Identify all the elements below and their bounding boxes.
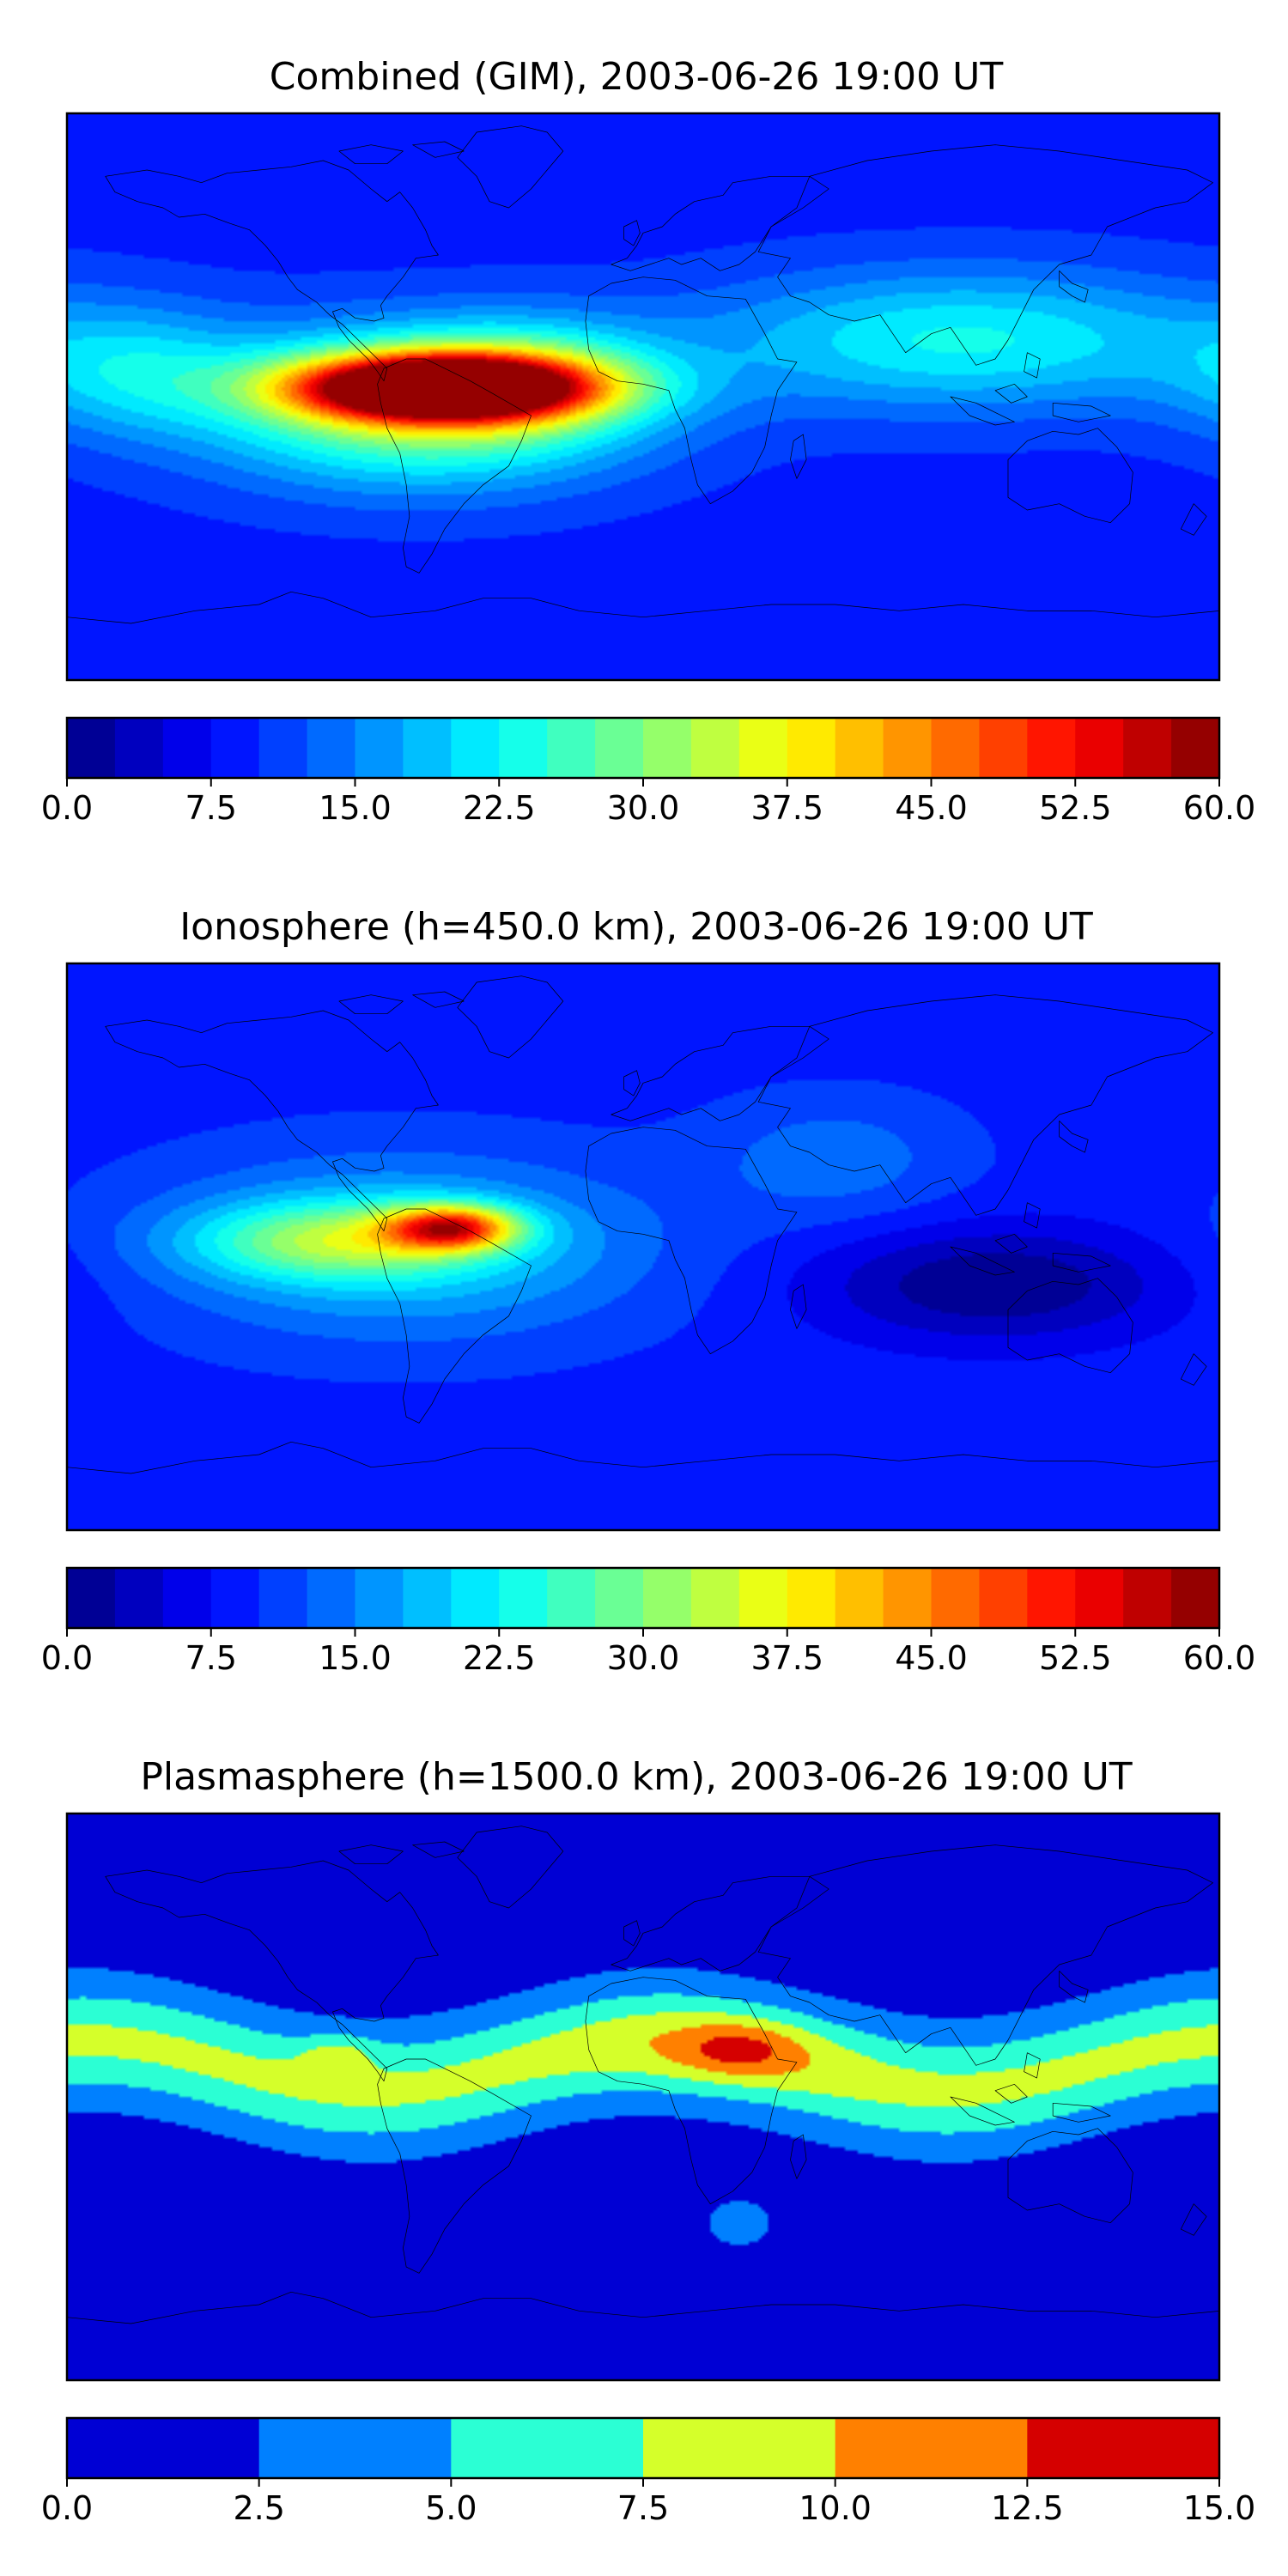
- panel-ionosphere: Ionosphere (h=450.0 km), 2003-06-26 19:0…: [41, 905, 1256, 1677]
- colorbar-tick-label: 45.0: [895, 789, 968, 827]
- colorbar: 0.0 7.5 15.0 22.5 30.0 37.5 45.0 52.5 60.0: [41, 716, 1256, 827]
- colorbar-segment: [787, 1568, 836, 1628]
- colorbar-segment: [499, 1568, 548, 1628]
- colorbar-segment: [643, 2418, 836, 2478]
- colorbar-tick-label: 10.0: [799, 2489, 872, 2527]
- colorbar-tick-label: 22.5: [463, 789, 536, 827]
- colorbar-segment: [738, 1568, 788, 1628]
- heatmap-image: [67, 1814, 1219, 2380]
- colorbar-segment: [931, 1568, 981, 1628]
- colorbar-tick-label: 45.0: [895, 1639, 968, 1677]
- colorbar-segment: [787, 718, 836, 778]
- heatmap-image: [67, 113, 1219, 680]
- colorbar-segment: [1075, 1568, 1124, 1628]
- colorbar-segment: [979, 718, 1028, 778]
- colorbar: 0.0 7.5 15.0 22.5 30.0 37.5 45.0 52.5 60.0: [41, 1566, 1256, 1677]
- colorbar-segment: [258, 1568, 308, 1628]
- colorbar-segment: [979, 1568, 1028, 1628]
- map-frame: [65, 1812, 1221, 2382]
- colorbar-segment: [67, 1568, 116, 1628]
- colorbar-tick-label: 30.0: [607, 1639, 680, 1677]
- colorbar-segment: [258, 2418, 452, 2478]
- colorbar-segment: [355, 718, 404, 778]
- colorbar-segment: [162, 718, 212, 778]
- colorbar-segment: [499, 718, 548, 778]
- colorbar-tick-label: 2.5: [233, 2489, 284, 2527]
- colorbar-segment: [595, 1568, 644, 1628]
- colorbar-segment: [210, 1568, 260, 1628]
- colorbar-segment: [690, 718, 740, 778]
- colorbar-segment: [1123, 1568, 1172, 1628]
- colorbar-segment: [1171, 718, 1220, 778]
- colorbar: 0.0 2.5 5.0 7.5 10.0 12.5 15.0: [41, 2416, 1256, 2527]
- colorbar-segment: [307, 1568, 356, 1628]
- colorbar-segment: [1027, 2418, 1220, 2478]
- map-frame: [65, 112, 1221, 682]
- colorbar-segment: [67, 2418, 260, 2478]
- colorbar-segment: [1171, 1568, 1220, 1628]
- colorbar-segment: [547, 718, 596, 778]
- colorbar-segment: [1075, 718, 1124, 778]
- colorbar-segment: [403, 718, 452, 778]
- colorbar-tick-label: 60.0: [1183, 789, 1256, 827]
- colorbar-tick-label: 0.0: [41, 1639, 93, 1677]
- panel-title: Combined (GIM), 2003-06-26 19:00 UT: [270, 55, 1004, 99]
- colorbar-segment: [883, 1568, 933, 1628]
- panel-combined: Combined (GIM), 2003-06-26 19:00 UT 0.0 7…: [41, 55, 1256, 827]
- colorbar-tick-label: 37.5: [750, 1639, 823, 1677]
- colorbar-tick-label: 7.5: [185, 1639, 237, 1677]
- colorbar-segment: [1027, 1568, 1076, 1628]
- colorbar-tick-label: 0.0: [41, 2489, 93, 2527]
- colorbar-segment: [307, 718, 356, 778]
- colorbar-tick-label: 0.0: [41, 789, 93, 827]
- colorbar-segment: [162, 1568, 212, 1628]
- colorbar-segment: [1027, 718, 1076, 778]
- colorbar-segment: [738, 718, 788, 778]
- colorbar-segment: [835, 2418, 1028, 2478]
- colorbar-tick-label: 52.5: [1039, 789, 1112, 827]
- colorbar-segment: [690, 1568, 740, 1628]
- colorbar-segment: [883, 718, 933, 778]
- colorbar-segment: [835, 1568, 884, 1628]
- panel-title: Plasmasphere (h=1500.0 km), 2003-06-26 1…: [140, 1755, 1132, 1799]
- colorbar-segment: [210, 718, 260, 778]
- colorbar-tick-label: 12.5: [991, 2489, 1064, 2527]
- colorbar-tick-label: 5.0: [425, 2489, 477, 2527]
- colorbar-tick-label: 60.0: [1183, 1639, 1256, 1677]
- colorbar-tick-label: 7.5: [185, 789, 237, 827]
- colorbar-segment: [595, 718, 644, 778]
- colorbar-segment: [835, 718, 884, 778]
- colorbar-tick-label: 37.5: [750, 789, 823, 827]
- colorbar-segment: [451, 1568, 500, 1628]
- panel-title: Ionosphere (h=450.0 km), 2003-06-26 19:0…: [179, 905, 1093, 949]
- colorbar-segment: [258, 718, 308, 778]
- colorbar-segment: [67, 718, 116, 778]
- colorbar-segment: [547, 1568, 596, 1628]
- colorbar-tick-label: 7.5: [617, 2489, 669, 2527]
- colorbar-tick-label: 52.5: [1039, 1639, 1112, 1677]
- heatmap-image: [67, 963, 1219, 1530]
- colorbar-segment: [451, 2418, 644, 2478]
- colorbar-segment: [931, 718, 981, 778]
- colorbar-segment: [451, 718, 500, 778]
- colorbar-tick-label: 15.0: [319, 1639, 392, 1677]
- colorbar-tick-label: 30.0: [607, 789, 680, 827]
- colorbar-segment: [114, 718, 164, 778]
- colorbar-tick-label: 15.0: [319, 789, 392, 827]
- colorbar-segment: [643, 718, 692, 778]
- colorbar-tick-label: 22.5: [463, 1639, 536, 1677]
- colorbar-segment: [403, 1568, 452, 1628]
- map-frame: [65, 962, 1221, 1532]
- colorbar-segment: [643, 1568, 692, 1628]
- colorbar-segment: [1123, 718, 1172, 778]
- panel-plasmasphere: Plasmasphere (h=1500.0 km), 2003-06-26 1…: [41, 1755, 1256, 2527]
- colorbar-tick-label: 15.0: [1183, 2489, 1256, 2527]
- colorbar-segment: [355, 1568, 404, 1628]
- colorbar-segment: [114, 1568, 164, 1628]
